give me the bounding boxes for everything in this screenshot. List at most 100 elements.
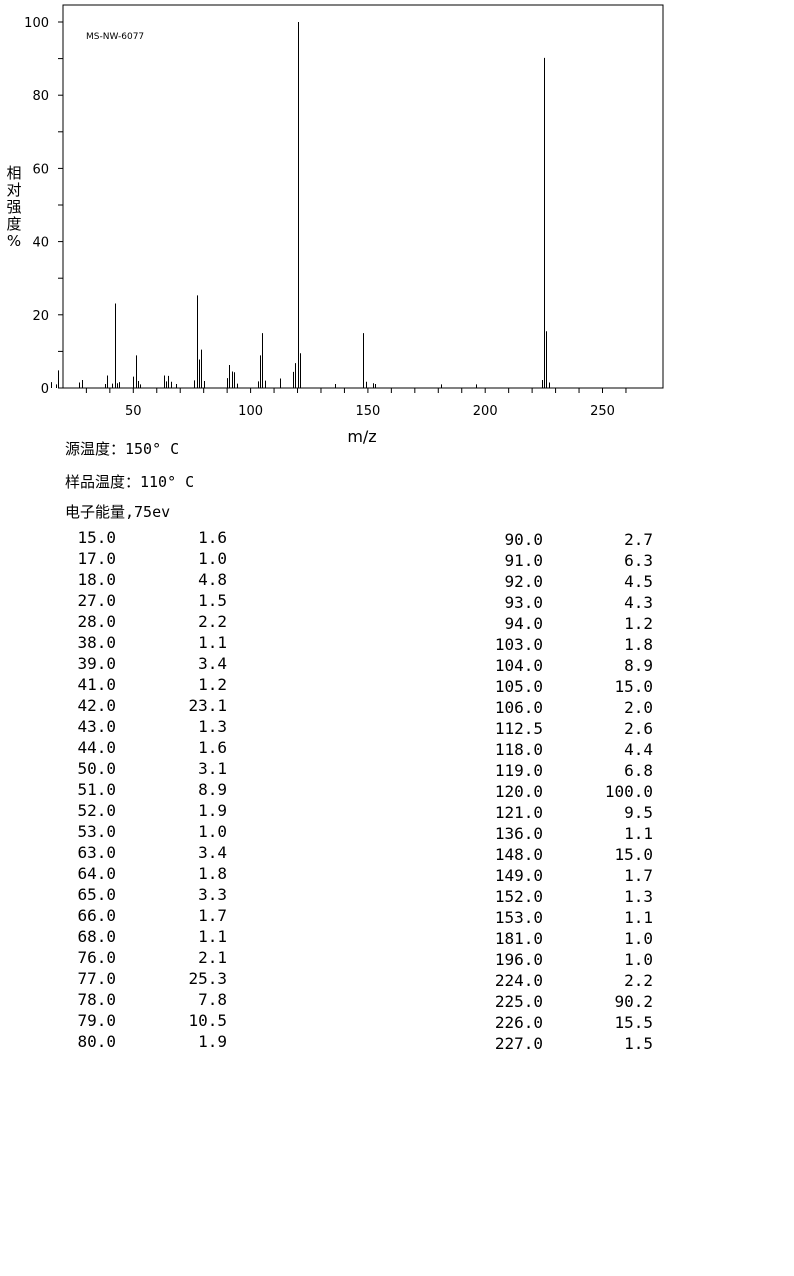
spectrum-code: MS-NW-6077: [86, 32, 144, 42]
table-mz-left: 65.0: [77, 885, 116, 904]
plot-frame: [62, 4, 664, 389]
x-tick-label: 250: [590, 404, 615, 419]
table-mz-right: 94.0: [504, 614, 543, 633]
y-tick-label: 100: [24, 16, 49, 31]
table-intensity-right: 8.9: [624, 656, 653, 675]
mass-spectrum-chart: 0 20 40 60 80 100 50 100 150 200 250 MS-NW-6077 m…: [6, 4, 664, 446]
table-mz-right: 91.0: [504, 551, 543, 570]
table-intensity-right: 2.0: [624, 698, 653, 717]
x-tick-label: 50: [125, 404, 142, 419]
table-intensity-left: 2.1: [198, 948, 227, 967]
table-mz-right: 226.0: [494, 1013, 543, 1032]
y-axis: 0 20 40 60 80 100: [24, 16, 63, 397]
table-intensity-left: 10.5: [188, 1011, 227, 1030]
table-mz-left: 64.0: [77, 864, 116, 883]
table-intensity-right: 2.6: [624, 719, 653, 738]
table-mz-right: 119.0: [494, 761, 543, 780]
table-mz-left: 80.0: [77, 1032, 116, 1051]
table-mz-left: 28.0: [77, 612, 116, 631]
table-mz-left: 41.0: [77, 675, 116, 694]
table-intensity-right: 2.7: [624, 530, 653, 549]
table-mz-left: 79.0: [77, 1011, 116, 1030]
table-mz-right: 121.0: [494, 803, 543, 822]
y-tick-label: 60: [32, 162, 49, 177]
table-intensity-right: 1.1: [624, 908, 653, 927]
table-intensity-right: 1.0: [624, 950, 653, 969]
table-intensity-left: 1.6: [198, 738, 227, 757]
x-axis-label: m/z: [347, 427, 376, 446]
table-intensity-right: 1.1: [624, 824, 653, 843]
table-mz-right: 106.0: [494, 698, 543, 717]
table-mz-right: 181.0: [494, 929, 543, 948]
y-tick-label: 80: [32, 89, 49, 104]
table-intensity-left: 1.8: [198, 864, 227, 883]
table-mz-left: 43.0: [77, 717, 116, 736]
table-mz-left: 53.0: [77, 822, 116, 841]
table-mz-left: 39.0: [77, 654, 116, 673]
table-intensity-left: 23.1: [188, 696, 227, 715]
table-intensity-left: 1.0: [198, 822, 227, 841]
y-tick-label: 40: [32, 236, 49, 251]
table-intensity-right: 1.5: [624, 1034, 653, 1053]
table-mz-right: 92.0: [504, 572, 543, 591]
table-mz-right: 148.0: [494, 845, 543, 864]
table-mz-left: 66.0: [77, 906, 116, 925]
table-intensity-right: 2.2: [624, 971, 653, 990]
table-mz-right: 120.0: [494, 782, 543, 801]
table-mz-left: 18.0: [77, 570, 116, 589]
table-intensity-right: 1.7: [624, 866, 653, 885]
table-intensity-right: 9.5: [624, 803, 653, 822]
table-mz-left: 44.0: [77, 738, 116, 757]
table-mz-left: 50.0: [77, 759, 116, 778]
x-tick-label: 100: [238, 404, 263, 419]
table-mz-right: 112.5: [494, 719, 543, 738]
table-intensity-left: 8.9: [198, 780, 227, 799]
table-intensity-left: 2.2: [198, 612, 227, 631]
table-mz-left: 38.0: [77, 633, 116, 652]
table-mz-right: 105.0: [494, 677, 543, 696]
table-mz-left: 52.0: [77, 801, 116, 820]
table-intensity-left: 1.1: [198, 927, 227, 946]
table-intensity-right: 4.3: [624, 593, 653, 612]
table-intensity-right: 1.0: [624, 929, 653, 948]
table-mz-right: 153.0: [494, 908, 543, 927]
table-mz-left: 42.0: [77, 696, 116, 715]
table-mz-right: 224.0: [494, 971, 543, 990]
y-tick-label: 20: [32, 309, 49, 324]
table-intensity-left: 1.6: [198, 528, 227, 547]
table-mz-left: 51.0: [77, 780, 116, 799]
table-mz-right: 227.0: [494, 1034, 543, 1053]
table-intensity-left: 3.1: [198, 759, 227, 778]
table-mz-right: 152.0: [494, 887, 543, 906]
table-mz-left: 77.0: [77, 969, 116, 988]
table-intensity-left: 1.0: [198, 549, 227, 568]
table-mz-left: 15.0: [77, 528, 116, 547]
info-sample-temp: 样品温度：110° C: [65, 473, 195, 491]
table-mz-left: 17.0: [77, 549, 116, 568]
table-intensity-right: 4.5: [624, 572, 653, 591]
y-tick-label: 0: [41, 382, 49, 397]
table-intensity-right: 4.4: [624, 740, 653, 759]
info-source-temp: 源温度：150° C: [65, 440, 180, 458]
table-mz-right: 90.0: [504, 530, 543, 549]
info-electron-energy: 电子能量,75ev: [65, 503, 171, 521]
table-intensity-right: 15.0: [614, 845, 653, 864]
table-intensity-right: 6.3: [624, 551, 653, 570]
table-intensity-left: 1.1: [198, 633, 227, 652]
x-tick-label: 200: [473, 404, 498, 419]
table-mz-right: 149.0: [494, 866, 543, 885]
table-intensity-left: 1.3: [198, 717, 227, 736]
table-intensity-left: 25.3: [188, 969, 227, 988]
table-mz-right: 136.0: [494, 824, 543, 843]
table-mz-right: 196.0: [494, 950, 543, 969]
table-mz-right: 93.0: [504, 593, 543, 612]
table-intensity-right: 1.8: [624, 635, 653, 654]
table-intensity-right: 1.2: [624, 614, 653, 633]
table-intensity-right: 100.0: [604, 782, 653, 801]
table-intensity-left: 1.9: [198, 801, 227, 820]
table-intensity-left: 3.4: [198, 843, 227, 862]
table-mz-left: 63.0: [77, 843, 116, 862]
table-intensity-left: 7.8: [198, 990, 227, 1009]
table-intensity-right: 6.8: [624, 761, 653, 780]
table-mz-right: 103.0: [494, 635, 543, 654]
